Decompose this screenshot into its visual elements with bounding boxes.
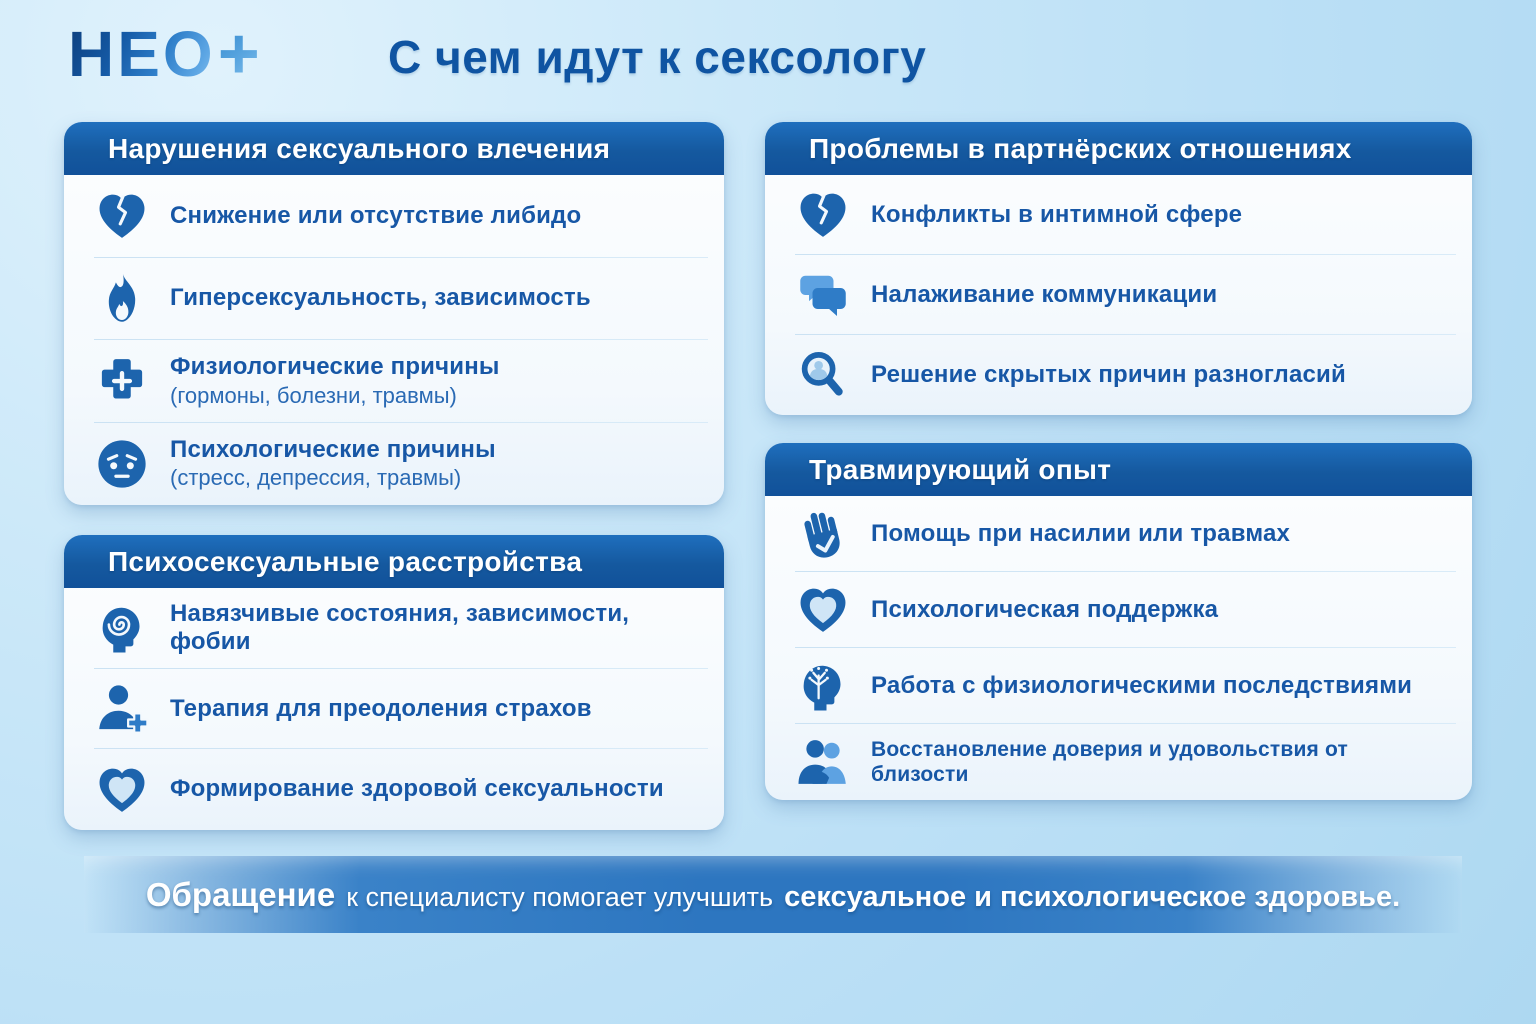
item-title: Психологические причины — [170, 435, 496, 463]
logo-plus-icon: + — [217, 14, 260, 94]
item-title: Физиологические причины — [170, 353, 500, 381]
item-title: Формирование здоровой сексуальности — [170, 775, 664, 803]
page-title: С чем идут к сексологу — [388, 31, 927, 83]
magnifier-person-icon — [795, 347, 851, 403]
item-subtitle: (стресс, депрессия, травмы) — [170, 465, 462, 491]
footer-text-emphasis-2: сексуальное и психологическое здоровье. — [784, 880, 1401, 913]
item-title: Конфликты в интимной сфере — [871, 200, 1243, 228]
item-title: Терапия для преодоления страхов — [170, 694, 592, 722]
neo-plus-logo: НЕО + — [68, 18, 260, 90]
footer-text-regular: к специалисту помогает улучшить — [346, 881, 774, 912]
card-traumatic-experience: Травмирующий опыт Помощь при насилии или… — [765, 443, 1472, 800]
list-item: Гиперсексуальность, зависимость — [64, 258, 724, 341]
item-title: Психологическая поддержка — [871, 595, 1219, 623]
list-item: Терапия для преодоления страхов — [64, 669, 724, 750]
card-body: Конфликты в интимной сфере Налаживание к… — [765, 175, 1472, 415]
heart-icon — [795, 582, 851, 638]
list-item: Психологическая поддержка — [765, 572, 1472, 648]
item-subtitle: (гормоны, болезни, травмы) — [170, 382, 457, 408]
item-title: Навязчивые состояния, зависимости, фобии — [170, 599, 630, 656]
person-plus-icon — [94, 681, 150, 737]
broken-heart-icon — [94, 188, 150, 244]
logo-text: НЕО — [68, 18, 216, 90]
item-title: Работа с физиологическими последствиями — [871, 671, 1413, 699]
couple-icon — [795, 734, 851, 790]
list-item: Налаживание коммуникации — [765, 255, 1472, 335]
item-title: Восстановление доверия и удовольствия от… — [871, 737, 1349, 786]
head-tree-icon — [795, 658, 851, 714]
item-title: Налаживание коммуникации — [871, 280, 1218, 308]
footer-text-emphasis-1: Обращение — [145, 875, 336, 913]
card-body: Снижение или отсутствие либидо Гиперсекс… — [64, 175, 724, 505]
list-item: Навязчивые состояния, зависимости, фобии — [64, 588, 724, 669]
stop-hand-icon — [795, 506, 851, 562]
list-item: Восстановление доверия и удовольствия от… — [765, 724, 1472, 800]
card-sexual-desire-disorders: Нарушения сексуального влечения Снижение… — [64, 122, 724, 505]
card-partner-relationship-problems: Проблемы в партнёрских отношениях Конфли… — [765, 122, 1472, 415]
list-item: Психологические причины (стресс, депресс… — [64, 423, 724, 506]
card-body: Помощь при насилии или травмах Психологи… — [765, 496, 1472, 800]
worried-face-icon — [94, 436, 150, 492]
footer-banner: Обращение к специалисту помогает улучшить… — [84, 856, 1462, 933]
list-item: Работа с физиологическими последствиями — [765, 648, 1472, 724]
item-title: Решение скрытых причин разногласий — [871, 360, 1346, 388]
item-title: Помощь при насилии или травмах — [871, 519, 1291, 547]
list-item: Физиологические причины (гормоны, болезн… — [64, 340, 724, 423]
medical-cross-icon — [94, 353, 150, 409]
card-header: Психосексуальные расстройства — [64, 535, 724, 588]
card-header: Нарушения сексуального влечения — [64, 122, 724, 175]
card-body: Навязчивые состояния, зависимости, фобии… — [64, 588, 724, 830]
broken-heart-icon — [795, 187, 851, 243]
card-header: Травмирующий опыт — [765, 443, 1472, 496]
list-item: Конфликты в интимной сфере — [765, 175, 1472, 255]
card-psychosexual-disorders: Психосексуальные расстройства Навязчивые… — [64, 535, 724, 830]
footer-text: Обращение к специалисту помогает улучшить… — [146, 876, 1400, 914]
chat-bubbles-icon — [795, 267, 851, 323]
list-item: Решение скрытых причин разногласий — [765, 335, 1472, 415]
item-title: Снижение или отсутствие либидо — [170, 201, 582, 229]
flame-icon — [94, 271, 150, 327]
list-item: Формирование здоровой сексуальности — [64, 749, 724, 830]
card-header: Проблемы в партнёрских отношениях — [765, 122, 1472, 175]
item-title: Гиперсексуальность, зависимость — [170, 284, 591, 312]
head-spiral-icon — [94, 600, 150, 656]
heart-icon — [94, 762, 150, 818]
list-item: Помощь при насилии или травмах — [765, 496, 1472, 572]
list-item: Снижение или отсутствие либидо — [64, 175, 724, 258]
